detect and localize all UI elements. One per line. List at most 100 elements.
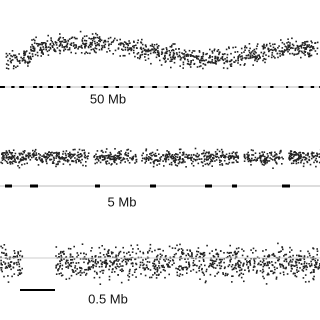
dot bbox=[309, 265, 311, 267]
dot bbox=[226, 251, 229, 254]
dot bbox=[209, 61, 212, 63]
dot bbox=[21, 60, 24, 62]
dot bbox=[11, 50, 14, 52]
dot bbox=[148, 249, 151, 252]
dot bbox=[254, 159, 256, 161]
dot bbox=[212, 263, 214, 266]
dot bbox=[157, 54, 160, 56]
dot bbox=[230, 52, 232, 55]
dot bbox=[252, 149, 254, 152]
dot bbox=[6, 54, 9, 57]
dot bbox=[20, 159, 23, 161]
dot bbox=[114, 156, 117, 159]
dot bbox=[231, 275, 233, 277]
dot bbox=[117, 152, 119, 154]
dot bbox=[104, 39, 107, 42]
dot bbox=[14, 252, 16, 254]
dot bbox=[216, 252, 219, 255]
dot bbox=[11, 161, 13, 163]
dot bbox=[124, 154, 127, 156]
dot bbox=[65, 156, 67, 159]
dot bbox=[58, 160, 61, 163]
dot bbox=[297, 49, 299, 51]
dot bbox=[191, 254, 193, 256]
dot bbox=[224, 156, 226, 159]
dot bbox=[294, 274, 296, 277]
dot bbox=[57, 161, 59, 163]
dot bbox=[35, 152, 38, 154]
dot bbox=[247, 151, 249, 154]
dot bbox=[210, 264, 213, 266]
dot bbox=[127, 148, 130, 151]
dot bbox=[176, 274, 179, 277]
dot bbox=[275, 50, 277, 52]
dot bbox=[75, 273, 78, 276]
dot bbox=[10, 158, 13, 160]
dot bbox=[235, 59, 237, 62]
dot bbox=[73, 44, 75, 46]
dot bbox=[52, 152, 55, 154]
dot bbox=[227, 273, 229, 275]
dot bbox=[267, 160, 269, 162]
dot bbox=[145, 50, 147, 53]
dot bbox=[41, 50, 43, 52]
dot bbox=[141, 43, 144, 46]
dot bbox=[28, 61, 30, 64]
dot bbox=[295, 264, 298, 266]
dot bbox=[126, 252, 128, 255]
dot bbox=[216, 50, 219, 52]
dot bbox=[70, 153, 72, 156]
dot bbox=[266, 261, 269, 263]
dot bbox=[119, 153, 121, 155]
dot bbox=[68, 38, 71, 40]
dot bbox=[10, 268, 12, 271]
dot bbox=[312, 277, 314, 280]
dot bbox=[298, 156, 300, 159]
dot bbox=[181, 274, 184, 276]
dot bbox=[235, 267, 237, 270]
dot bbox=[27, 61, 29, 64]
dot bbox=[184, 156, 186, 158]
dot bbox=[236, 252, 238, 254]
dot bbox=[179, 273, 182, 275]
dot bbox=[196, 253, 199, 256]
dot bbox=[143, 263, 145, 266]
dot bbox=[293, 272, 295, 275]
dot bbox=[1, 251, 3, 254]
dot bbox=[190, 270, 192, 272]
dot bbox=[287, 44, 289, 46]
dot bbox=[156, 149, 159, 151]
dot bbox=[299, 152, 302, 154]
dot bbox=[57, 163, 59, 165]
dot bbox=[135, 160, 138, 163]
dot bbox=[307, 153, 309, 155]
dot bbox=[81, 154, 83, 157]
dot bbox=[223, 257, 225, 260]
dot bbox=[200, 263, 203, 266]
dot bbox=[75, 45, 77, 47]
dot bbox=[92, 266, 94, 269]
dot bbox=[198, 50, 201, 52]
dot bbox=[77, 254, 80, 256]
dot bbox=[58, 157, 61, 160]
dot bbox=[142, 252, 145, 255]
dot bbox=[133, 41, 135, 43]
dot bbox=[152, 51, 155, 54]
dot bbox=[122, 259, 125, 261]
dot bbox=[13, 65, 15, 68]
dot bbox=[198, 59, 201, 62]
dot bbox=[216, 57, 219, 60]
dot bbox=[258, 262, 260, 265]
dot bbox=[35, 42, 38, 45]
dot bbox=[29, 55, 32, 58]
dot bbox=[292, 47, 294, 49]
dot bbox=[29, 154, 31, 157]
dot bbox=[66, 46, 68, 48]
dot bbox=[65, 260, 68, 263]
dot bbox=[268, 255, 271, 257]
dot bbox=[210, 154, 212, 157]
dot bbox=[60, 254, 62, 257]
dot bbox=[40, 55, 42, 57]
dot bbox=[140, 46, 142, 49]
dot bbox=[210, 158, 212, 161]
